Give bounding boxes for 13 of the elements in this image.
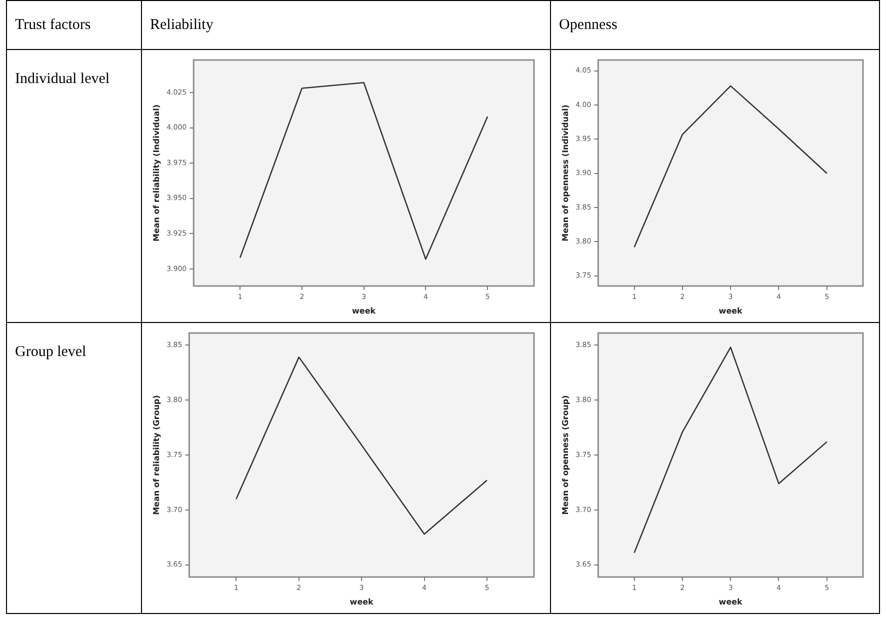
text: Openness: [559, 17, 618, 33]
text: Group level: [15, 344, 86, 360]
y-axis-title: Mean of openness (Group): [560, 395, 570, 515]
x-axis-title: week: [350, 597, 374, 606]
x-axis-title: week: [718, 597, 744, 606]
text: Trust factors: [15, 17, 91, 33]
y-axis-title: Mean of reliability (Group): [152, 395, 161, 515]
x-axis-title: week: [352, 306, 376, 316]
text: Individual level: [15, 71, 110, 87]
text: Reliability: [150, 17, 214, 33]
y-axis-title: Mean of reliability (Individual): [152, 104, 161, 242]
x-axis-title: week: [718, 306, 744, 316]
y-axis-title: Mean of openness (Individual): [560, 104, 570, 242]
